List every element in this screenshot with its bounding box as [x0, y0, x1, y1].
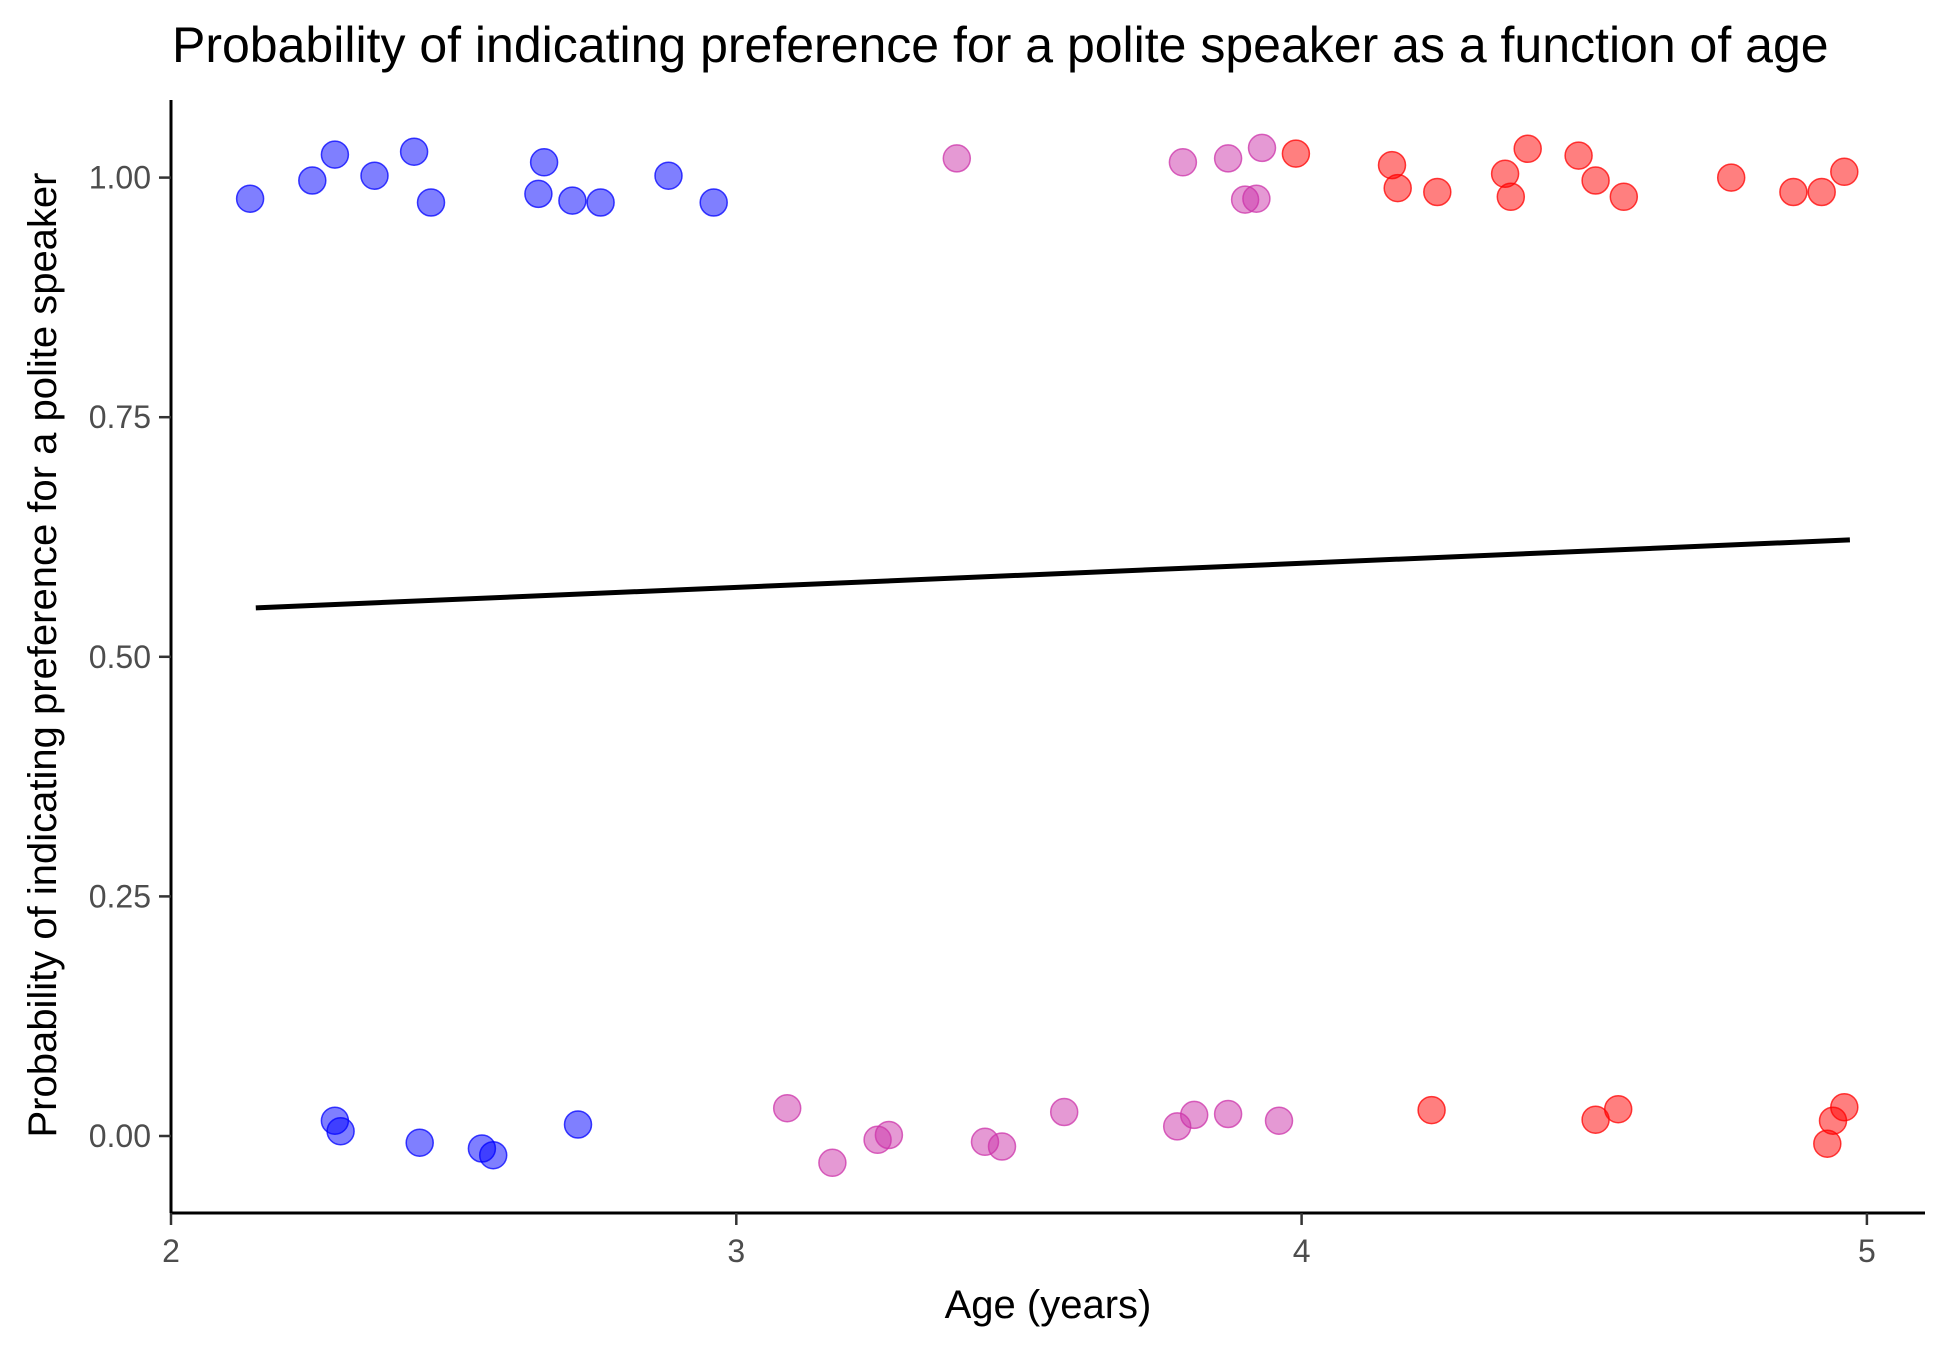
data-point: [818, 1148, 847, 1178]
data-point: [987, 1132, 1017, 1161]
data-point: [1242, 184, 1271, 213]
trend-layer: [255, 537, 1851, 611]
data-point: [405, 1128, 434, 1157]
data-point: [1213, 1099, 1243, 1129]
data-point: [942, 144, 972, 173]
data-point: [1564, 141, 1593, 170]
data-point: [235, 184, 265, 213]
y-tick-label: 0.75: [89, 399, 151, 435]
data-point: [1423, 177, 1452, 207]
ticks-layer: 2 3 4 5 0.00 0.25 0.50 0.75 1.00: [89, 160, 1876, 1269]
data-point: [1247, 133, 1277, 163]
data-point: [529, 148, 559, 177]
data-point: [654, 161, 683, 190]
chart-title: Probability of indicating preference for…: [172, 17, 1829, 73]
data-point: [1513, 134, 1542, 164]
y-tick-label: 0.25: [89, 878, 151, 914]
data-point: [1830, 157, 1859, 187]
data-point: [1779, 177, 1808, 207]
x-tick-label: 3: [727, 1233, 745, 1269]
data-point: [1603, 1094, 1633, 1124]
data-point: [416, 188, 446, 217]
data-point: [563, 1110, 593, 1139]
data-point: [1807, 177, 1836, 207]
x-axis-label: Age (years): [945, 1283, 1152, 1327]
x-tick-label: 4: [1293, 1233, 1311, 1269]
points-layer: [235, 133, 1859, 1178]
y-axis-label: Probability of indicating preference for…: [21, 173, 65, 1138]
data-point: [699, 188, 728, 217]
data-point: [586, 188, 615, 217]
data-point: [874, 1120, 904, 1150]
data-point: [360, 161, 389, 190]
data-point: [772, 1093, 802, 1123]
data-point: [1383, 173, 1412, 203]
data-point: [1581, 166, 1610, 195]
data-point: [1496, 182, 1526, 212]
data-point: [298, 166, 327, 195]
axes-layer: [169, 100, 1925, 1215]
data-point: [1179, 1100, 1209, 1130]
data-point: [1168, 148, 1198, 177]
x-tick-label: 2: [162, 1233, 180, 1269]
y-tick-label: 0.50: [89, 639, 151, 675]
y-tick-label: 1.00: [89, 160, 151, 196]
data-point: [326, 1116, 355, 1146]
data-point: [1716, 163, 1746, 192]
trend-line: [255, 537, 1851, 611]
x-tick-label: 5: [1858, 1233, 1876, 1269]
data-point: [1417, 1095, 1446, 1125]
data-point: [1049, 1097, 1079, 1127]
y-tick-label: 0.00: [89, 1118, 151, 1154]
data-point: [399, 137, 429, 166]
data-point: [1264, 1106, 1294, 1135]
data-point: [1609, 182, 1639, 212]
data-point: [1213, 144, 1243, 173]
data-point: [478, 1140, 508, 1170]
data-point: [558, 186, 587, 215]
data-point: [320, 140, 350, 169]
data-point: [1281, 139, 1311, 168]
data-point: [524, 179, 553, 209]
data-point: [1830, 1092, 1859, 1122]
